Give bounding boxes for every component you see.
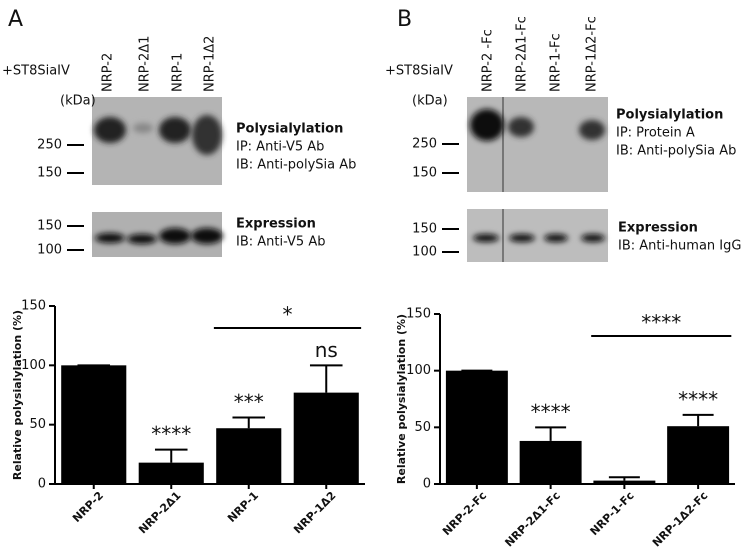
error-bar (608, 476, 640, 481)
band (581, 234, 605, 242)
marker-label: 100 (412, 245, 437, 260)
x-tick-label: NRP-2Δ1 (136, 489, 183, 536)
marker-label: 250 (412, 137, 437, 152)
band (133, 123, 153, 133)
marker-label: 100 (37, 243, 62, 258)
band (509, 234, 535, 242)
y-axis-label: Relative polysialylation (%) (11, 310, 24, 480)
significance: **** (678, 387, 718, 411)
lane-label: NRP-1Δ2 (203, 36, 218, 92)
y-tick-label: 0 (38, 477, 46, 492)
significance: **** (531, 400, 571, 424)
y-tick-label: 150 (21, 299, 46, 314)
bar (216, 428, 282, 484)
significance: ns (315, 338, 338, 362)
blot-caption: IP: Anti-V5 Ab (236, 140, 324, 155)
unit: (kDa) (412, 94, 448, 109)
lane-label: NRP-2 (101, 53, 116, 92)
significance: *** (234, 390, 264, 414)
error-bar (309, 364, 343, 393)
blot-caption: Polysialylation (616, 108, 723, 123)
y-axis-label: Relative polysialylation (%) (395, 314, 408, 484)
lane-label: NRP-1Δ2-Fc (585, 16, 600, 92)
bar (519, 440, 582, 484)
marker-label: 150 (37, 166, 62, 181)
marker-label: 150 (37, 219, 62, 234)
band (473, 234, 499, 242)
y-tick-label: 100 (406, 363, 431, 378)
blot-caption: IB: Anti-polySia Ab (236, 158, 356, 173)
x-tick-label: NRP-1-Fc (588, 489, 637, 538)
bar (593, 480, 656, 484)
panel-label: A (8, 7, 23, 32)
y-tick-label: 100 (21, 358, 46, 373)
marker-label: 150 (412, 222, 437, 237)
bar (667, 426, 730, 484)
marker-label: 250 (37, 138, 62, 153)
band (159, 117, 191, 143)
band (470, 109, 504, 141)
y-tick-label: 150 (406, 307, 431, 322)
band (508, 117, 534, 137)
blot-caption: Polysialylation (236, 122, 343, 137)
treatment: +ST8SiaIV (385, 64, 453, 79)
marker-label: 150 (412, 166, 437, 181)
band (579, 120, 605, 140)
blot-caption: IP: Protein A (616, 126, 695, 141)
lane-label: NRP-1-Fc (549, 33, 564, 92)
error-bar (154, 448, 188, 463)
bracket-label: **** (641, 311, 681, 335)
band (95, 233, 125, 243)
significance: **** (151, 422, 191, 446)
blot-caption: IB: Anti-polySia Ab (616, 144, 736, 159)
bar (445, 370, 508, 484)
bar (61, 365, 127, 484)
x-tick-label: NRP-2 (70, 489, 106, 525)
bar (293, 392, 359, 484)
unit: (kDa) (60, 94, 96, 109)
lane-label: NRP-1 (171, 53, 186, 92)
blot-caption: Expression (236, 217, 316, 232)
blot-caption: IB: Anti-V5 Ab (236, 235, 325, 250)
y-tick-label: 50 (29, 417, 46, 432)
bracket-label: * (283, 303, 293, 327)
bar (138, 462, 204, 484)
lane-label: NRP-2 -Fc (481, 29, 496, 92)
band (192, 115, 222, 155)
y-tick-label: 0 (423, 477, 431, 492)
blot-caption: IB: Anti-human IgG (618, 239, 741, 254)
band (191, 228, 223, 244)
band (127, 234, 157, 244)
error-bar (535, 426, 567, 441)
lane-label: NRP-2Δ1-Fc (515, 16, 530, 92)
panel-label: B (397, 7, 412, 32)
band (544, 234, 568, 242)
blot-caption: Expression (618, 221, 698, 236)
error-bar (232, 416, 266, 429)
error-bar (682, 413, 714, 427)
x-tick-label: NRP-1 (225, 489, 261, 525)
x-tick-label: NRP-2Δ1-Fc (502, 489, 562, 547)
band (159, 228, 191, 244)
y-tick-label: 50 (414, 420, 431, 435)
x-tick-label: NRP-1Δ2 (291, 489, 338, 536)
lane-label: NRP-2Δ1 (138, 36, 153, 92)
x-tick-label: NRP-1Δ2-Fc (650, 489, 710, 547)
blots (92, 97, 608, 262)
band (94, 117, 126, 143)
treatment: +ST8SiaIV (2, 64, 70, 79)
x-tick-label: NRP-2-Fc (440, 489, 489, 538)
